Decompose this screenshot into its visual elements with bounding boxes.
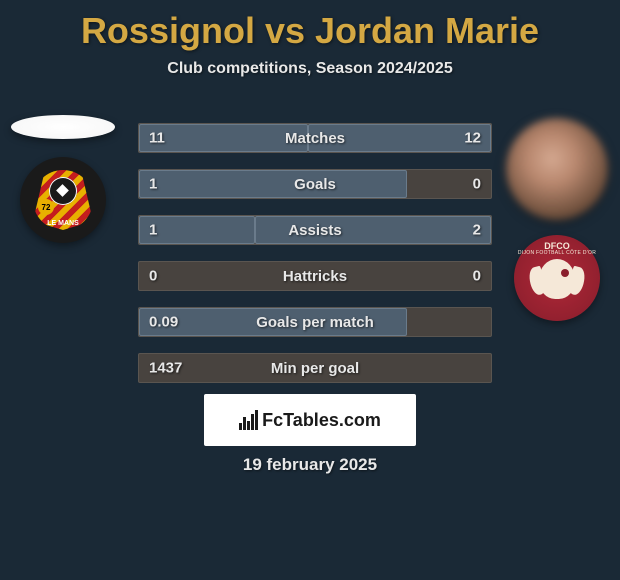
club-logo-dijon: DFCO DIJON FOOTBALL CÔTE D'OR	[514, 235, 600, 321]
bar-chart-icon	[239, 410, 258, 430]
stat-bar: Goals 1 0	[138, 169, 492, 199]
lemans-number: 72	[38, 199, 54, 215]
footer-brand-box: FcTables.com	[204, 394, 416, 446]
subtitle: Club competitions, Season 2024/2025	[0, 60, 620, 78]
stat-value-left: 1	[149, 222, 157, 239]
stat-bar: Hattricks 0 0	[138, 261, 492, 291]
owl-icon	[532, 253, 582, 303]
stat-value-left: 0	[149, 268, 157, 285]
stat-value-right: 0	[473, 268, 481, 285]
left-player-column: 72	[8, 115, 118, 243]
stat-label: Hattricks	[283, 268, 347, 285]
club-logo-lemans: 72	[20, 157, 106, 243]
stat-label: Goals	[294, 176, 336, 193]
soccer-ball-icon	[49, 177, 77, 205]
stat-label: Goals per match	[256, 314, 374, 331]
stat-bar: Goals per match 0.09	[138, 307, 492, 337]
player-photo-left	[11, 115, 115, 139]
stat-fill-left	[139, 170, 407, 198]
footer-brand-text: FcTables.com	[262, 410, 381, 431]
stat-value-left: 1	[149, 176, 157, 193]
stat-bar: Assists 1 2	[138, 215, 492, 245]
stats-bars: Matches1112Goals10Assists12Hattricks00Go…	[138, 123, 492, 383]
stat-value-right: 2	[473, 222, 481, 239]
right-player-column: DFCO DIJON FOOTBALL CÔTE D'OR	[502, 118, 612, 321]
page-title: Rossignol vs Jordan Marie	[0, 0, 620, 52]
stat-label: Assists	[288, 222, 341, 239]
stat-value-right: 0	[473, 176, 481, 193]
stat-value-left: 11	[149, 130, 165, 147]
stat-label: Matches	[285, 130, 345, 147]
stat-label: Min per goal	[271, 360, 359, 377]
stat-bar: Matches 11 12	[138, 123, 492, 153]
stat-value-left: 0.09	[149, 314, 178, 331]
player-photo-right	[506, 118, 608, 220]
stat-value-left: 1437	[149, 360, 182, 377]
stat-value-right: 12	[464, 130, 481, 147]
date-text: 19 february 2025	[0, 455, 620, 475]
stat-bar: Min per goal 1437	[138, 353, 492, 383]
